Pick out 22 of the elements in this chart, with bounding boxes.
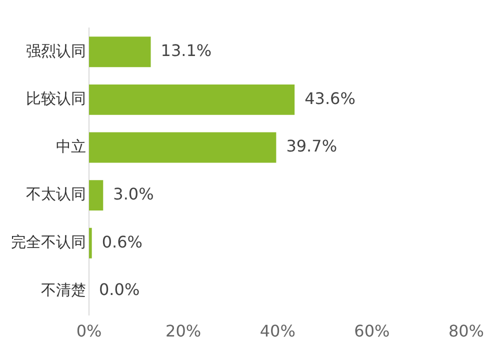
bar — [89, 132, 276, 163]
bar — [89, 228, 92, 258]
y-tick-label: 比较认同 — [26, 90, 86, 108]
y-tick-label: 中立 — [56, 137, 86, 156]
y-tick-label: 不清楚 — [41, 280, 86, 299]
bar — [89, 180, 104, 211]
x-tick-label: 40% — [260, 322, 296, 341]
x-tick-label: 60% — [354, 322, 390, 341]
y-tick-label: 强烈认同 — [26, 42, 86, 60]
data-label: 0.6% — [102, 232, 142, 252]
data-label: 3.0% — [113, 184, 154, 204]
bar — [89, 84, 295, 115]
data-label: 0.0% — [99, 280, 140, 300]
y-tick-label: 完全不认同 — [11, 232, 86, 251]
y-tick-label: 不太认同 — [26, 185, 86, 204]
bar — [89, 36, 151, 68]
x-tick-label: 80% — [448, 322, 484, 341]
data-label: 43.6% — [304, 88, 356, 108]
x-tick-label: 20% — [166, 322, 202, 341]
x-tick-label: 0% — [76, 322, 102, 341]
data-label: 13.1% — [160, 41, 212, 60]
data-label: 39.7% — [286, 136, 338, 156]
